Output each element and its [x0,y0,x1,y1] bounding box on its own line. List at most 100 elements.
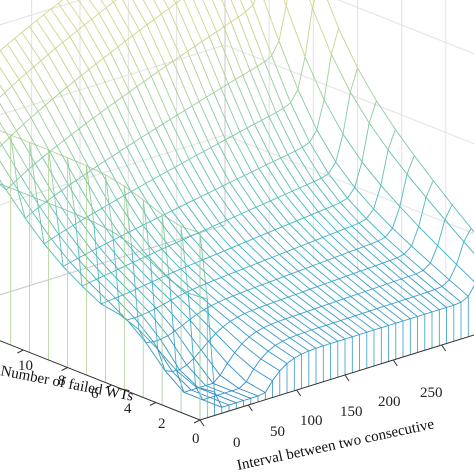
surface-line [198,96,207,102]
surface-line [290,102,311,143]
surface-line [173,268,181,273]
surface-line [132,0,148,26]
surface-line [213,279,234,297]
surface-line [296,334,317,349]
surface-line [77,258,97,280]
surface-line [279,363,288,372]
surface-line [189,319,209,342]
surface-line [347,317,368,333]
surface-line [167,330,176,337]
surface-line [165,275,186,294]
surface-line [304,329,312,333]
surface-line [33,66,53,100]
surface-line [225,135,233,141]
surface-line [215,185,223,191]
surface-line [220,83,229,89]
surface-line [340,317,348,321]
surface-line [1,144,22,177]
surface-line [246,123,255,129]
surface-line [327,259,347,277]
surface-line [277,197,298,222]
surface-line [193,357,214,384]
surface-line [164,214,184,240]
surface-line [252,238,273,258]
surface-line [256,66,277,113]
surface-line [279,254,299,272]
surface-line [134,317,154,342]
surface-line [172,369,180,372]
surface-line [250,0,254,6]
surface-line [93,221,113,233]
surface-line [342,133,363,163]
surface-line [263,200,271,205]
surface-line [176,370,185,393]
surface-line [161,248,182,270]
surface-line [211,305,231,322]
surface-line [133,137,142,143]
surface-line [75,175,84,181]
surface-line [277,193,286,199]
surface-line [123,191,132,197]
surface-line [66,86,87,124]
surface-line [345,275,366,292]
surface-line [292,313,301,317]
surface-line [382,260,390,264]
surface-line [305,265,313,269]
surface-line [427,289,435,293]
surface-line [168,3,177,10]
surface-line [217,143,238,180]
surface-line [201,36,210,42]
surface-line [138,183,146,188]
surface-line [238,381,247,389]
surface-line [51,234,59,240]
surface-line [53,195,74,226]
surface-line [274,226,283,231]
surface-line [175,242,196,264]
surface-line [277,321,298,336]
surface-line [183,389,192,393]
surface-line [194,41,203,47]
surface-line [456,264,474,283]
surface-line [346,273,354,277]
surface-line [143,76,152,82]
surface-line [81,285,102,305]
surface-line [275,108,284,113]
surface-line [16,123,24,132]
surface-line [417,313,425,317]
surface-line [1,137,10,146]
surface-line [441,286,462,303]
surface-line [237,313,245,318]
surface-line [356,249,376,267]
surface-line [309,142,329,174]
surface-line [224,390,232,394]
surface-line [100,107,109,114]
surface-line [106,239,115,244]
surface-line [146,19,155,26]
surface-line [329,234,350,253]
surface-line [217,394,237,404]
surface-line [332,205,353,227]
surface-line [318,211,338,233]
surface-line [33,60,42,68]
surface-line [278,5,287,42]
surface-line [69,30,78,37]
surface-line [103,52,111,59]
surface-line [350,293,359,297]
surface-line [249,70,270,117]
surface-line [148,311,169,336]
surface-line [282,340,302,355]
surface-line [129,86,138,93]
surface-line [177,110,185,116]
surface-line [337,231,357,250]
surface-line [260,350,269,360]
surface-line [333,322,353,338]
surface-line [222,326,243,345]
surface-line [418,197,427,227]
surface-line [189,314,198,321]
surface-line [326,0,340,29]
surface-line [183,0,203,42]
surface-line [261,281,270,286]
surface-line [181,325,202,351]
surface-line [28,26,49,55]
surface-line [122,91,130,98]
